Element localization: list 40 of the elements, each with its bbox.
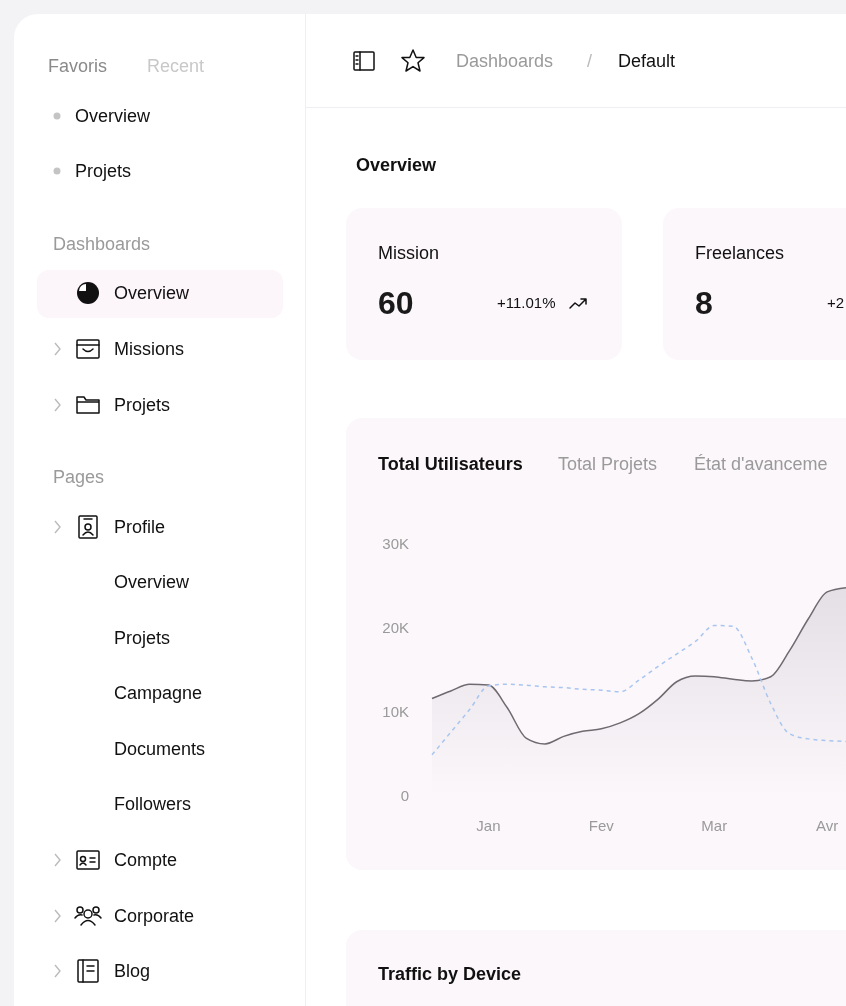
text: Favoris: [48, 56, 108, 77]
text: Blog: [114, 961, 151, 982]
text: +2: [827, 294, 845, 312]
line-series: [431, 624, 846, 756]
text: Campagne: [114, 683, 203, 704]
text: Total Projets: [558, 454, 658, 475]
text: Overview: [114, 283, 191, 304]
text: Default: [618, 51, 676, 72]
x-tick-label: Fev: [588, 817, 615, 835]
x-tick-label: Mar: [701, 817, 728, 835]
text: Projets: [75, 161, 132, 182]
x-tick-label: Jan: [476, 817, 501, 835]
text: +11.01%: [497, 294, 556, 312]
y-tick-label: 30K: [382, 535, 409, 553]
text: Dashboards: [456, 51, 554, 72]
text: Traffic by Device: [378, 964, 522, 985]
text: État d'avanceme: [694, 454, 828, 475]
text: Overview: [114, 572, 191, 593]
y-tick-label: 0: [400, 787, 409, 805]
text: Dashboards: [53, 234, 151, 255]
y-tick-label: 10K: [382, 703, 409, 721]
chart-title: Total Utilisateurs: [378, 454, 523, 475]
text: Freelances: [695, 243, 785, 264]
text: Corporate: [114, 906, 195, 927]
text: Overview: [356, 155, 438, 176]
text: Followers: [114, 794, 192, 815]
text: Projets: [114, 395, 171, 416]
text: /: [587, 51, 593, 72]
text: 60: [378, 285, 414, 322]
text: Mission: [378, 243, 440, 264]
text: Projets: [114, 628, 171, 649]
text: Profile: [114, 517, 166, 538]
text: 8: [695, 285, 713, 322]
text: Documents: [114, 739, 206, 760]
x-tick-label: Avr: [816, 817, 839, 835]
text: Missions: [114, 339, 185, 360]
text: Overview: [75, 106, 152, 127]
y-tick-label: 20K: [382, 619, 409, 637]
text: Compte: [114, 850, 178, 871]
text: Pages: [53, 467, 105, 488]
